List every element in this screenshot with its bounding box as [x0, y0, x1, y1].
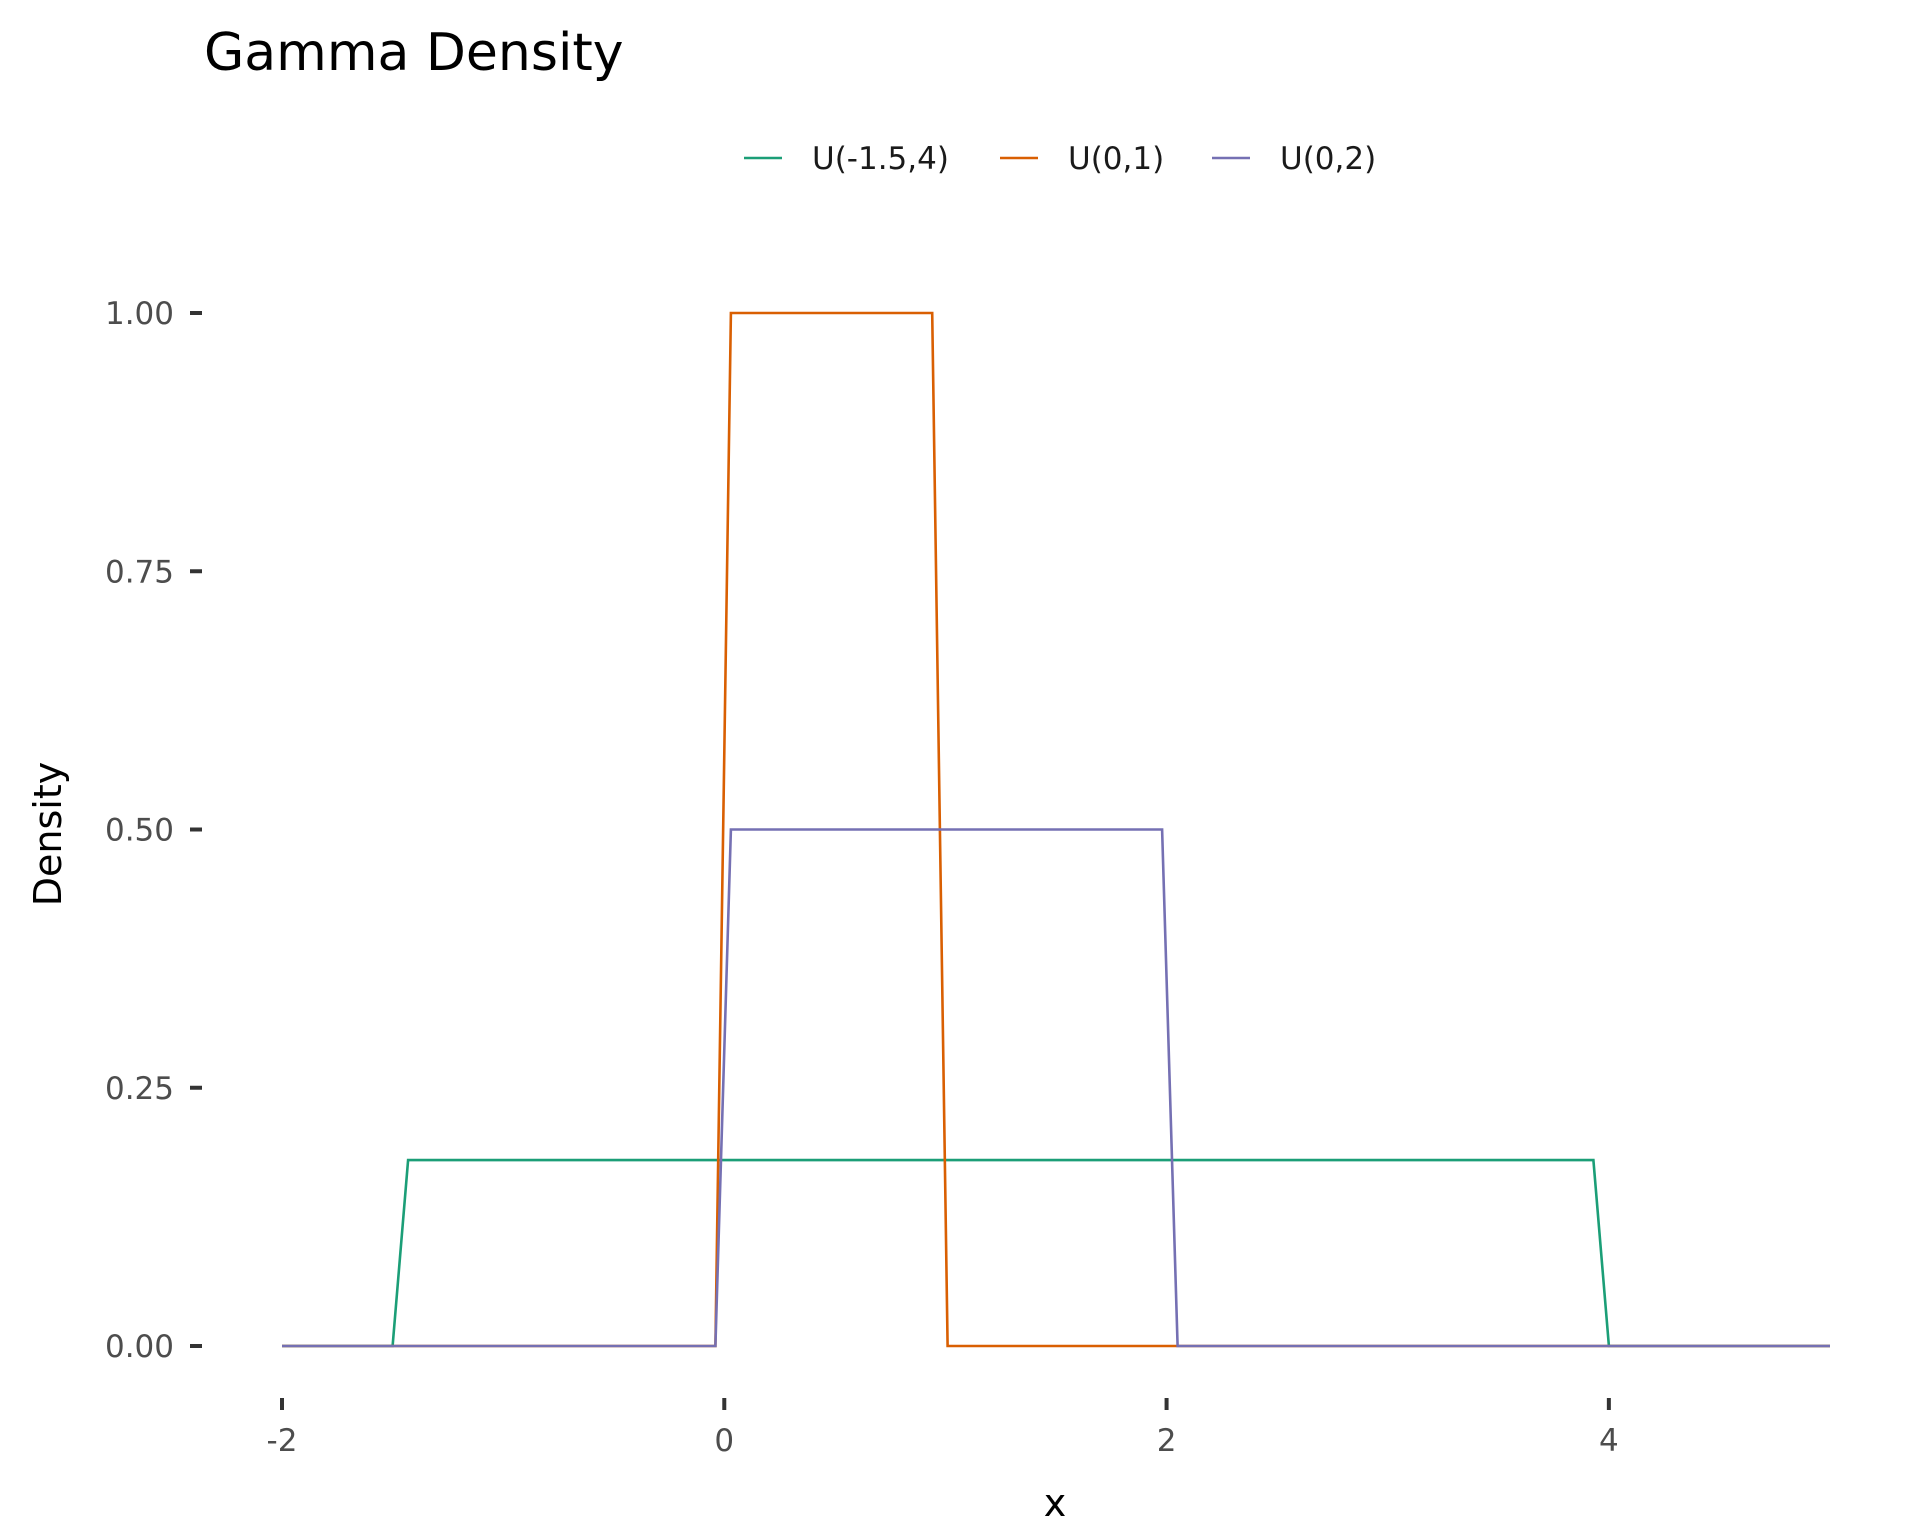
y-axis-title: Density	[26, 762, 70, 906]
series-layer	[282, 311, 1830, 1348]
y-tick-label: 0.00	[105, 1329, 174, 1365]
chart-title: Gamma Density	[204, 23, 624, 83]
x-axis: -2 0 2 4	[267, 1398, 1619, 1459]
x-axis-title: x	[1044, 1481, 1067, 1525]
y-tick-label: 0.75	[105, 554, 174, 590]
x-tick-label: 2	[1157, 1423, 1177, 1459]
series-line-3	[282, 828, 1830, 1348]
legend-label: U(-1.5,4)	[812, 141, 949, 177]
series-line-1	[282, 1158, 1830, 1348]
legend-label: U(0,2)	[1280, 141, 1376, 177]
y-axis: 0.00 0.25 0.50 0.75 1.00	[105, 296, 202, 1365]
x-tick-label: -2	[267, 1423, 298, 1459]
x-tick-label: 0	[714, 1423, 734, 1459]
legend-label: U(0,1)	[1068, 141, 1164, 177]
y-tick-label: 1.00	[105, 296, 174, 332]
y-tick-label: 0.25	[105, 1071, 174, 1107]
legend: U(-1.5,4) U(0,1) U(0,2)	[744, 141, 1376, 177]
y-tick-label: 0.50	[105, 813, 174, 849]
x-tick-label: 4	[1599, 1423, 1619, 1459]
